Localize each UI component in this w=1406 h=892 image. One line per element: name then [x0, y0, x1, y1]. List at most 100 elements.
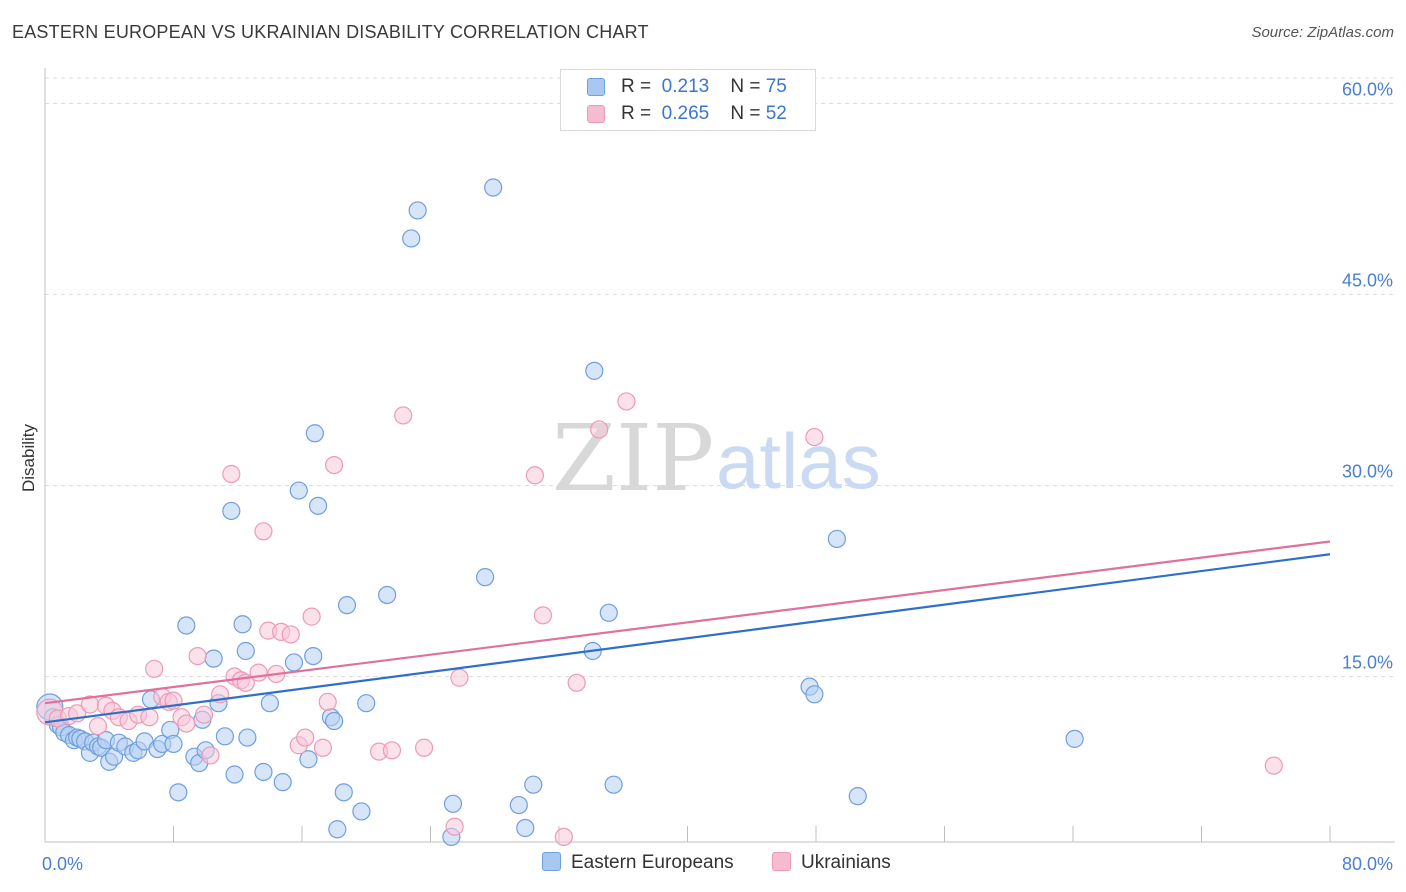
chart-source: Source: ZipAtlas.com — [1251, 24, 1394, 41]
data-point-ukrainians — [533, 606, 553, 625]
data-point-eastern-europeans — [805, 685, 824, 704]
data-point-eastern-europeans — [1065, 729, 1084, 748]
data-point-eastern-europeans — [325, 711, 344, 731]
data-point-eastern-europeans — [509, 795, 528, 815]
stats-legend: R = 0.213 N = 75 R = 0.265 N = 52 — [560, 69, 816, 131]
data-point-eastern-europeans — [443, 794, 463, 813]
legend-swatch-pink — [587, 105, 605, 123]
data-point-eastern-europeans — [476, 568, 495, 587]
data-point-ukrainians — [254, 522, 273, 541]
data-point-eastern-europeans — [357, 694, 376, 713]
legend-r-label: R = — [621, 76, 652, 97]
data-point-ukrainians — [445, 817, 464, 836]
data-point-ukrainians — [325, 455, 344, 475]
data-point-ukrainians — [318, 692, 337, 712]
legend-swatch-blue — [587, 78, 605, 96]
data-point-eastern-europeans — [177, 616, 196, 635]
data-point-eastern-europeans — [236, 641, 255, 661]
watermark-zip: ZIP — [552, 405, 714, 512]
trend-line-ukrainians — [44, 540, 1331, 705]
data-point-eastern-europeans — [334, 783, 353, 802]
data-point-eastern-europeans — [408, 201, 427, 220]
watermark: ZIP atlas — [552, 405, 881, 512]
data-point-eastern-europeans — [352, 802, 371, 821]
trend-lines — [44, 540, 1331, 724]
legend-n-label: N = — [730, 103, 761, 124]
data-point-eastern-europeans — [604, 775, 623, 794]
data-point-eastern-europeans — [484, 178, 503, 197]
trend-line-eastern-europeans — [44, 553, 1331, 724]
data-point-ukrainians — [201, 746, 220, 765]
y-tick-label: 60.0% — [1342, 79, 1393, 99]
data-point-eastern-europeans — [585, 361, 604, 380]
bottom-legend-eastern-europeans: Eastern Europeans — [542, 852, 734, 874]
data-point-ukrainians — [177, 714, 196, 733]
data-point-eastern-europeans — [225, 765, 244, 784]
data-point-ukrainians — [222, 464, 241, 484]
data-point-eastern-europeans — [402, 229, 421, 248]
data-point-eastern-europeans — [827, 529, 846, 549]
data-point-eastern-europeans — [233, 615, 252, 634]
legend-r-label: R = — [621, 103, 652, 124]
data-point-eastern-europeans — [848, 787, 867, 806]
data-point-ukrainians — [302, 607, 321, 626]
data-point-eastern-europeans — [260, 694, 279, 713]
data-point-ukrainians — [194, 705, 214, 724]
data-point-eastern-europeans — [304, 646, 323, 666]
data-point-eastern-europeans — [164, 734, 183, 754]
data-point-ukrainians — [281, 625, 300, 644]
data-point-eastern-europeans — [328, 820, 347, 839]
data-point-ukrainians — [188, 646, 207, 666]
data-point-eastern-europeans — [299, 750, 318, 769]
data-point-ukrainians — [382, 741, 402, 760]
data-point-ukrainians — [525, 466, 545, 485]
data-point-ukrainians — [394, 406, 413, 425]
data-point-ukrainians — [140, 708, 159, 727]
data-point-eastern-europeans — [337, 596, 357, 615]
data-point-eastern-europeans — [516, 818, 535, 838]
data-point-eastern-europeans — [599, 603, 618, 622]
data-point-ukrainians — [88, 717, 108, 736]
data-point-ukrainians — [145, 659, 164, 678]
data-point-ukrainians — [313, 738, 332, 757]
data-point-ukrainians — [554, 827, 573, 847]
legend-n-value: 75 — [765, 76, 787, 97]
data-point-eastern-europeans — [284, 653, 304, 672]
y-tick-label: 15.0% — [1342, 652, 1393, 672]
data-point-eastern-europeans — [169, 783, 188, 802]
data-point-eastern-europeans — [308, 496, 328, 515]
data-point-ukrainians — [296, 728, 315, 747]
data-point-ukrainians — [1264, 756, 1283, 775]
gridlines — [45, 77, 1395, 677]
data-point-eastern-europeans — [524, 775, 543, 794]
data-point-eastern-europeans — [215, 727, 234, 746]
data-point-ukrainians — [617, 392, 636, 411]
data-point-eastern-europeans — [254, 762, 273, 782]
legend-r-value: 0.265 — [661, 103, 710, 124]
data-point-ukrainians — [414, 738, 434, 757]
data-point-eastern-europeans — [289, 481, 308, 500]
x-tick-label: 80.0% — [1342, 854, 1393, 874]
data-point-eastern-europeans — [238, 728, 257, 747]
watermark-atlas: atlas — [716, 417, 881, 505]
data-point-eastern-europeans — [305, 424, 324, 443]
data-point-ukrainians — [450, 668, 469, 687]
data-point-ukrainians — [249, 663, 268, 682]
data-point-ukrainians — [590, 420, 609, 439]
data-point-eastern-europeans — [273, 773, 292, 792]
legend-n-label: N = — [730, 76, 761, 97]
bottom-legend-label: Ukrainians — [801, 852, 891, 873]
data-point-ukrainians — [805, 427, 824, 447]
chart-title: EASTERN EUROPEAN VS UKRAINIAN DISABILITY… — [12, 22, 649, 42]
axis-labels: 15.0% 30.0% 45.0% 60.0% 0.0% 80.0% Disability — [19, 79, 1393, 874]
y-tick-label: 45.0% — [1342, 270, 1393, 290]
y-axis-label: Disability — [19, 423, 38, 492]
x-tick-label: 0.0% — [42, 854, 83, 874]
bottom-legend-label: Eastern Europeans — [571, 852, 734, 873]
bottom-legend-ukrainians: Ukrainians — [772, 852, 891, 874]
bottom-legend-swatch-blue — [542, 852, 561, 871]
legend-n-value: 52 — [765, 103, 787, 124]
data-point-ukrainians — [567, 673, 586, 692]
y-tick-label: 30.0% — [1342, 461, 1393, 481]
